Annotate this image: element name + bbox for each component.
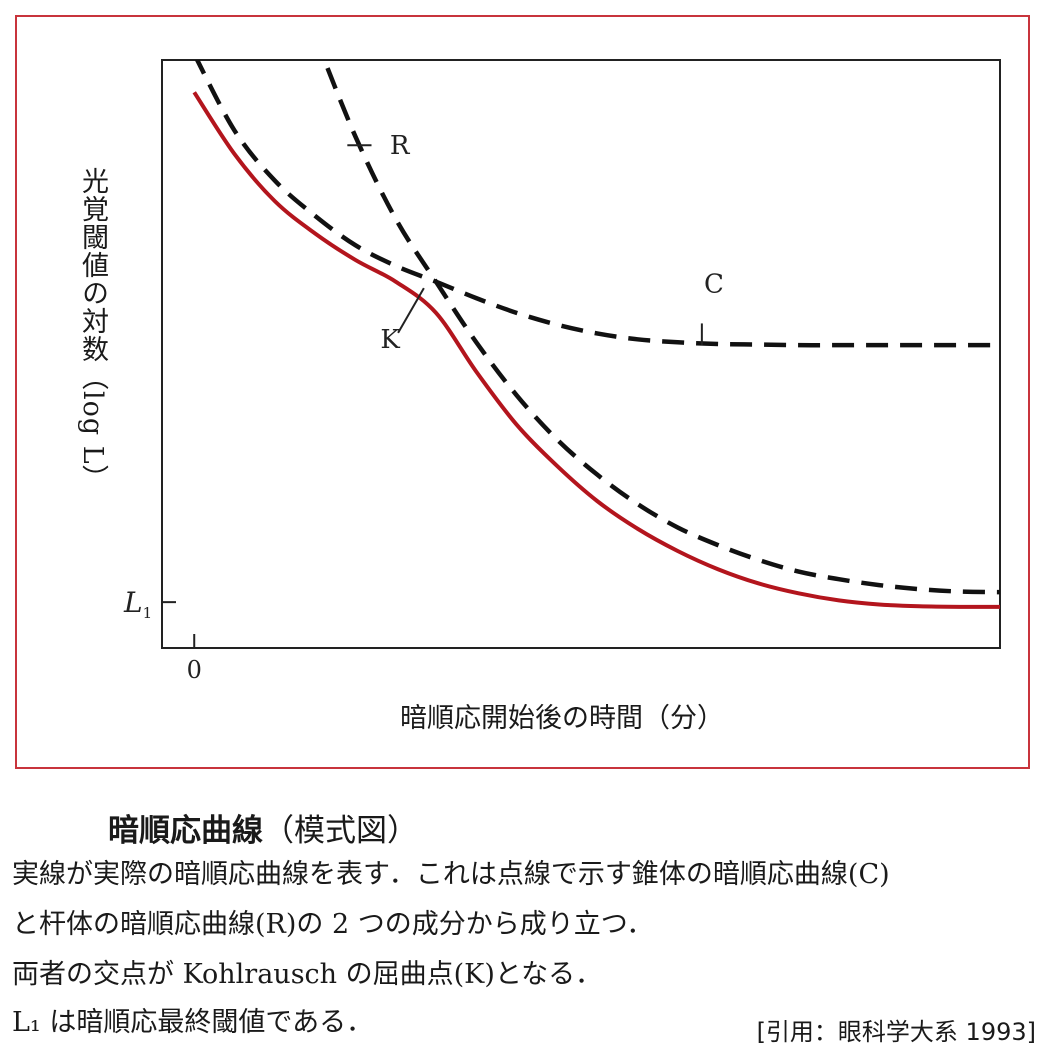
- y-tick-label-l1: L1: [123, 586, 152, 622]
- caption-title: 暗順応曲線（模式図）: [108, 805, 418, 850]
- caption-title-rest: （模式図）: [263, 813, 418, 849]
- caption-line-2: と杆体の暗順応曲線(R)の 2 つの成分から成り立つ．: [12, 909, 654, 940]
- series-line-solid: [192, 91, 1000, 609]
- annotation-label-c: C: [704, 269, 724, 299]
- x-axis-title: 暗順応開始後の時間（分）: [400, 703, 724, 734]
- caption-title-bold: 暗順応曲線: [108, 813, 263, 849]
- annotation-label-r: R: [390, 131, 411, 161]
- series-line-c: [194, 60, 1000, 348]
- annotation-label-k: K: [380, 325, 400, 355]
- plot-area-border: [161, 59, 1001, 649]
- series-line-r: [321, 60, 1000, 595]
- x-tick-label-zero: 0: [187, 656, 202, 684]
- citation: [引用：眼科学大系 1993]: [756, 1018, 1036, 1046]
- caption-line-4: L₁ は暗順応最終閾値である．: [12, 1007, 374, 1038]
- annotation-leader-k: [397, 287, 425, 334]
- caption-line-3: 両者の交点が Kohlrausch の屈曲点(K)となる．: [12, 959, 603, 990]
- caption-line-1: 実線が実際の暗順応曲線を表す．これは点線で示す錐体の暗順応曲線(C): [12, 859, 890, 890]
- y-axis-title: 光覚閾値の対数（log L）: [77, 167, 108, 493]
- figure-frame: [15, 15, 1030, 769]
- dark-adaptation-chart: R C K L1 0: [123, 59, 1001, 684]
